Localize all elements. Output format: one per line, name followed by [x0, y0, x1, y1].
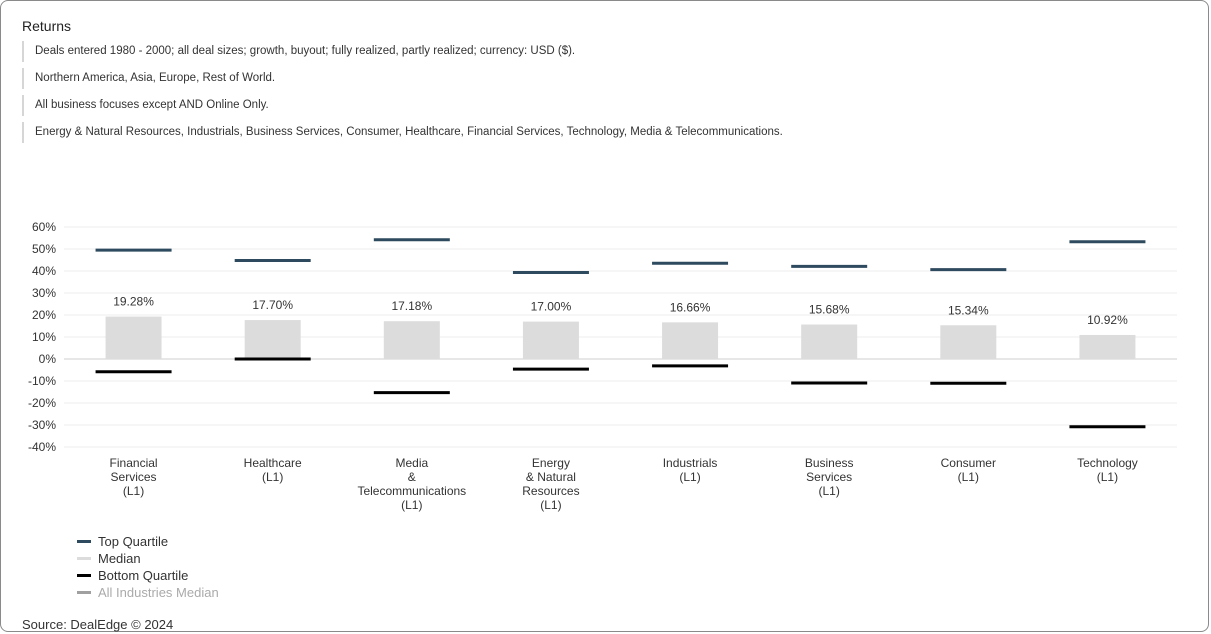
legend-item-median[interactable]: Median [77, 550, 219, 567]
y-tick-label: -40% [28, 440, 56, 454]
median-bar [105, 316, 162, 359]
legend-swatch-bottom-quartile [77, 574, 91, 577]
median-bar [801, 324, 858, 359]
legend-item-all-industries-median[interactable]: All Industries Median [77, 584, 219, 601]
legend-item-bottom-quartile[interactable]: Bottom Quartile [77, 567, 219, 584]
filter-regions: Northern America, Asia, Europe, Rest of … [22, 68, 783, 89]
median-data-label: 17.18% [391, 299, 432, 313]
source-note: Source: DealEdge © 2024 [22, 617, 174, 632]
median-bar [522, 321, 579, 359]
median-bar [662, 322, 719, 359]
legend-item-top-quartile[interactable]: Top Quartile [77, 533, 219, 550]
median-data-label: 19.28% [113, 295, 154, 309]
filter-industries: Energy & Natural Resources, Industrials,… [22, 122, 783, 143]
legend-label-all-industries-median: All Industries Median [98, 585, 219, 600]
y-tick-label: -10% [28, 374, 56, 388]
median-bar [244, 320, 301, 359]
y-tick-label: 40% [32, 264, 56, 278]
median-data-label: 17.70% [252, 298, 293, 312]
y-tick-label: 20% [32, 308, 56, 322]
category-label: Technology (L1) [1077, 456, 1138, 484]
y-tick-label: 10% [32, 330, 56, 344]
y-tick-label: -30% [28, 418, 56, 432]
category-label: Media & Telecommunications (L1) [357, 456, 466, 512]
category-label: Consumer (L1) [941, 456, 996, 484]
filter-list: Deals entered 1980 - 2000; all deal size… [22, 41, 783, 149]
legend-swatch-all-industries-median [77, 591, 91, 594]
y-tick-label: 0% [39, 352, 57, 366]
legend-label-top-quartile: Top Quartile [98, 534, 169, 549]
median-data-label: 15.34% [948, 303, 989, 317]
category-label: Healthcare (L1) [244, 456, 302, 484]
category-label: Industrials (L1) [663, 456, 718, 484]
median-bar [383, 321, 440, 359]
y-tick-label: 50% [32, 242, 56, 256]
legend-label-bottom-quartile: Bottom Quartile [98, 568, 189, 583]
y-tick-label: -20% [28, 396, 56, 410]
median-bar [940, 325, 997, 359]
category-label: Financial Services (L1) [110, 456, 158, 498]
median-bar [1079, 334, 1136, 359]
chart-title: Returns [22, 18, 72, 34]
y-tick-label: 60% [32, 220, 56, 234]
legend-swatch-top-quartile [77, 540, 91, 543]
y-tick-label: 30% [32, 286, 56, 300]
median-data-label: 17.00% [531, 300, 572, 314]
filter-business-focus: All business focuses except AND Online O… [22, 95, 783, 116]
legend-label-median: Median [98, 551, 141, 566]
returns-chart: 60% 50% 40% 30% 20% 10% 0% -10% -20% -30% -40% 19.2… [28, 220, 1177, 512]
category-label: Business Services (L1) [805, 456, 854, 498]
median-data-label: 16.66% [670, 300, 711, 314]
legend: Top Quartile Median Bottom Quartile All … [77, 533, 219, 601]
category-label: Energy & Natural Resources (L1) [522, 456, 579, 512]
filter-deal-criteria: Deals entered 1980 - 2000; all deal size… [22, 41, 783, 62]
median-data-label: 15.68% [809, 303, 850, 317]
legend-swatch-median [77, 557, 91, 560]
median-data-label: 10.92% [1087, 313, 1128, 327]
